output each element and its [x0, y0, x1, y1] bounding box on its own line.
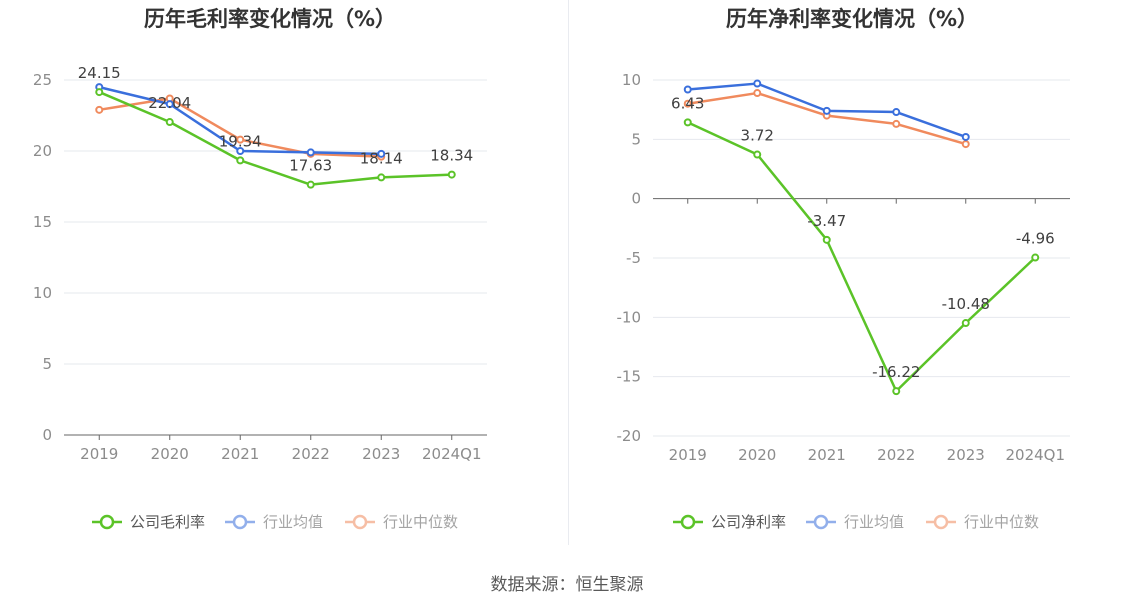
net-margin-chart-svg: 历年净利率变化情况（%） -20 -15 -10 -5 0 5 10 2019 2020 2021 2… [617, 7, 1070, 531]
chart-title: 历年净利率变化情况（%） [726, 7, 978, 31]
data-point [95, 105, 104, 114]
y-tick-label: 5 [42, 355, 52, 373]
x-tick-label: 2023 [362, 445, 400, 463]
x-tick-label: 2019 [669, 446, 707, 464]
y-tick-label: 0 [631, 190, 641, 208]
legend-marker [933, 514, 949, 530]
data-point [306, 148, 315, 157]
data-point [892, 108, 901, 117]
x-tick-label: 2022 [877, 446, 915, 464]
data-point [961, 319, 970, 328]
legend-item: 公司毛利率 [92, 513, 205, 531]
legend-label: 行业中位数 [383, 513, 458, 531]
gross-margin-chart: 历年毛利率变化情况（%） 0 5 10 15 20 25 2019 2020 2021 2022 20… [0, 0, 568, 545]
data-label: -4.96 [1016, 230, 1055, 248]
data-label: 22.04 [148, 94, 191, 112]
legend-item: 行业均值 [225, 513, 323, 531]
y-tick-label: 25 [33, 71, 52, 89]
legend-marker [232, 514, 248, 530]
net-margin-chart: 历年净利率变化情况（%） -20 -15 -10 -5 0 5 10 2019 2020 2021 2… [569, 0, 1134, 545]
x-tick-label: 2023 [947, 446, 985, 464]
legend-label: 公司净利率 [711, 513, 786, 531]
data-label: 17.63 [289, 157, 332, 175]
data-point [683, 99, 692, 108]
x-tick-label: 2019 [80, 445, 118, 463]
y-tick-label: 5 [631, 130, 641, 148]
series-line-0 [98, 90, 452, 186]
chart-divider [568, 0, 569, 545]
legend-marker [813, 514, 829, 530]
data-point [892, 387, 901, 396]
data-point [961, 140, 970, 149]
legend-item: 行业中位数 [345, 513, 458, 531]
data-label: 3.72 [741, 127, 774, 145]
data-point [95, 88, 104, 97]
data-point [822, 106, 831, 115]
data-point [753, 79, 762, 88]
y-tick-label: -15 [617, 368, 642, 386]
x-tick-label: 2024Q1 [422, 445, 482, 463]
data-label: 18.14 [360, 149, 403, 167]
legend-marker [680, 514, 696, 530]
chart-title: 历年毛利率变化情况（%） [144, 7, 396, 31]
gross-margin-chart-svg: 历年毛利率变化情况（%） 0 5 10 15 20 25 2019 2020 2021 2022 20… [33, 7, 487, 531]
data-point [165, 100, 174, 109]
data-point [822, 235, 831, 244]
data-label: -16.22 [872, 363, 920, 381]
y-tick-label: 10 [33, 284, 52, 302]
legend-label: 行业均值 [263, 513, 323, 531]
data-point [306, 180, 315, 189]
data-point [377, 173, 386, 182]
y-tick-label: 15 [33, 213, 52, 231]
legend-label: 行业均值 [844, 513, 904, 531]
x-tick-label: 2020 [738, 446, 776, 464]
y-tick-label: -10 [617, 308, 642, 326]
data-label: 6.43 [671, 94, 704, 112]
data-point [236, 135, 245, 144]
data-point [753, 150, 762, 159]
data-point [683, 118, 692, 127]
y-tick-label: -20 [617, 427, 642, 445]
data-label: -3.47 [807, 212, 846, 230]
legend-marker [99, 514, 115, 530]
data-point [236, 147, 245, 155]
x-tick-label: 2021 [221, 445, 259, 463]
legend-item: 公司净利率 [673, 513, 786, 531]
legend-marker [352, 514, 368, 530]
data-point [753, 89, 762, 98]
data-point [892, 119, 901, 128]
data-point [447, 170, 456, 179]
x-tick-label: 2022 [292, 445, 330, 463]
legend-item: 行业均值 [806, 513, 904, 531]
y-tick-label: 10 [622, 71, 641, 89]
data-source-note: 数据来源：恒生聚源 [490, 575, 644, 595]
x-tick-label: 2021 [808, 446, 846, 464]
data-label: 24.15 [78, 64, 121, 82]
data-point [165, 118, 174, 127]
data-point [961, 132, 970, 141]
legend-label: 公司毛利率 [130, 513, 205, 531]
data-point [683, 85, 692, 94]
data-label: 18.34 [430, 147, 473, 165]
data-point [1031, 253, 1040, 262]
data-point [236, 156, 245, 165]
series-line-0 [687, 121, 1037, 393]
legend-label: 行业中位数 [964, 513, 1039, 531]
data-label: 19.34 [219, 132, 262, 150]
legend-item: 行业中位数 [926, 513, 1039, 531]
y-tick-label: 0 [42, 426, 52, 444]
y-tick-label: -5 [626, 249, 641, 267]
y-tick-label: 20 [33, 142, 52, 160]
data-point [377, 149, 386, 158]
x-tick-label: 2024Q1 [1005, 446, 1065, 464]
x-tick-label: 2020 [151, 445, 189, 463]
data-label: -10.48 [942, 295, 990, 313]
